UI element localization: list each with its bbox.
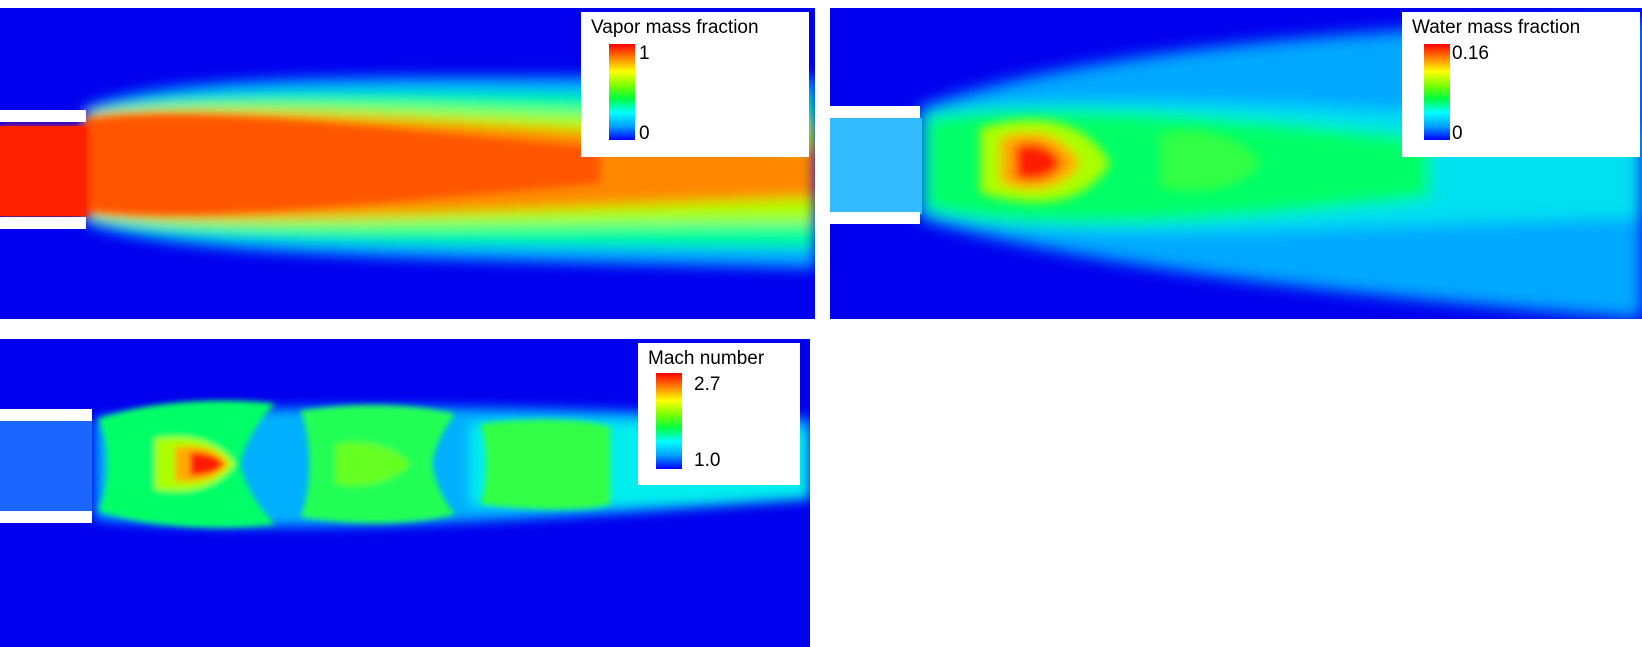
- vapor-mass-fraction-plot: Vapor mass fraction 1 0: [0, 8, 815, 319]
- colorbar: [1424, 44, 1450, 140]
- colorbar-min-label: 1.0: [694, 450, 721, 471]
- water-colorbar-legend: Water mass fraction 0.16 0: [1402, 12, 1640, 157]
- vapor-colorbar-legend: Vapor mass fraction 1 0: [581, 12, 809, 157]
- mach-colorbar-legend: Mach number 2.7 1.0: [638, 343, 800, 485]
- legend-title: Vapor mass fraction: [591, 17, 759, 38]
- colorbar-min-label: 0: [639, 123, 650, 144]
- colorbar-max-label: 2.7: [694, 374, 721, 395]
- colorbar: [609, 44, 635, 140]
- colorbar-max-label: 1: [639, 43, 650, 64]
- colorbar-max-label: 0.16: [1452, 43, 1489, 64]
- empty-area: [826, 335, 1642, 647]
- water-mass-fraction-plot: Water mass fraction 0.16 0: [830, 8, 1642, 319]
- mach-contour-field: [0, 339, 810, 647]
- colorbar: [656, 373, 682, 469]
- colorbar-min-label: 0: [1452, 123, 1463, 144]
- legend-title: Water mass fraction: [1412, 17, 1581, 38]
- mach-number-plot: Mach number 2.7 1.0: [0, 339, 810, 647]
- legend-title: Mach number: [648, 348, 765, 369]
